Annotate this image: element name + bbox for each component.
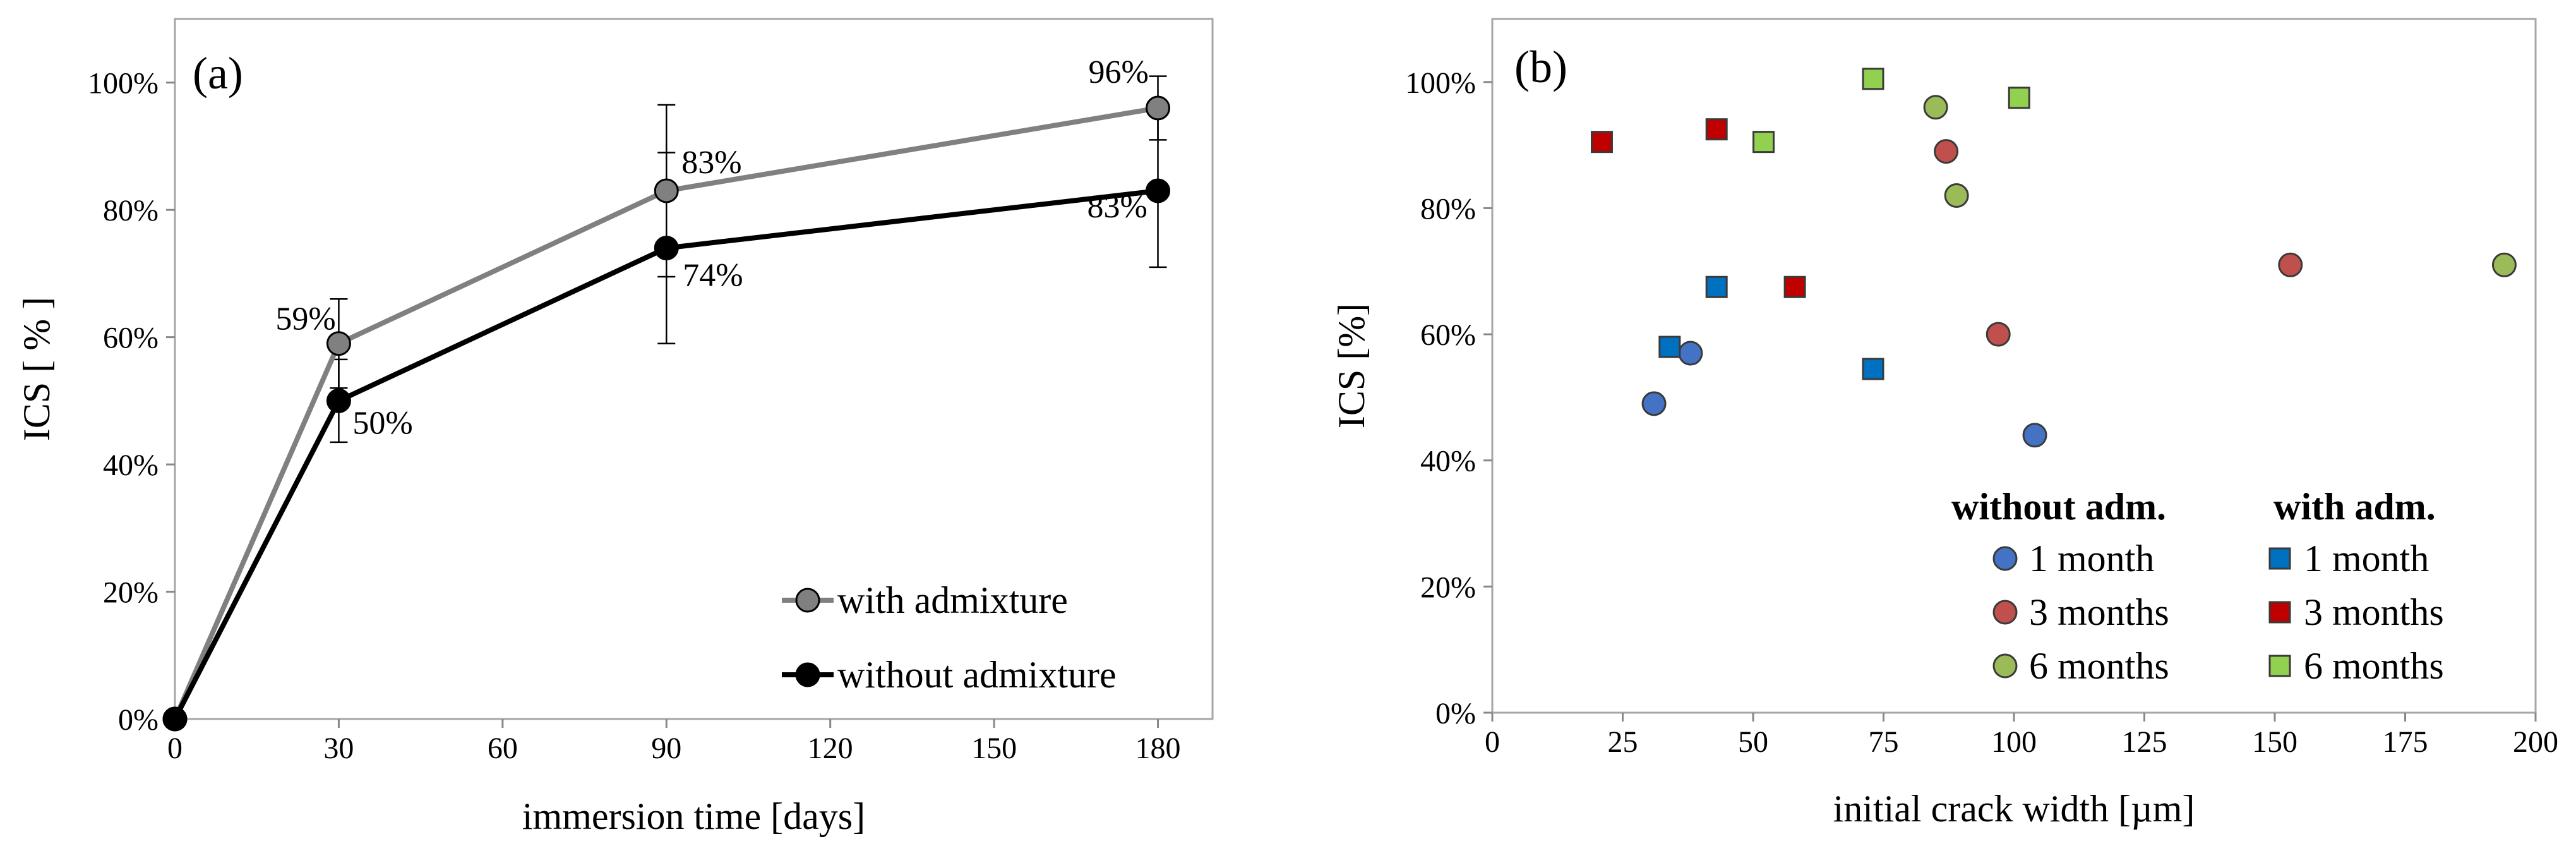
- legend-header: with adm.: [2273, 486, 2436, 528]
- legend-label: 6 months: [2304, 645, 2444, 687]
- data-point: [654, 178, 679, 203]
- data-point: [1752, 131, 1775, 154]
- data-point: [1146, 95, 1171, 121]
- chart-b: 0% 20% 40% 60% 80% 100% 0 25 50 75 100 125 150 175 200…: [1331, 18, 2558, 830]
- legend-label: 1 month: [2304, 538, 2429, 579]
- x-tick-label: 125: [2122, 725, 2167, 759]
- x-tick-label: 200: [2513, 725, 2558, 759]
- y-tick-label: 80%: [103, 194, 159, 227]
- data-point: [1146, 178, 1171, 203]
- x-tick-label: 60: [488, 732, 518, 765]
- data-point: [1923, 95, 1948, 120]
- y-tick-label: 20%: [103, 576, 159, 610]
- data-point: [1678, 341, 1703, 366]
- y-tick-label: 60%: [103, 322, 159, 355]
- chart-a: 0% 20% 40% 60% 80% 100% 0 30 60 90 120 150 180 immers…: [16, 18, 1214, 837]
- y-tick-label: 40%: [103, 449, 159, 482]
- legend-marker: [1992, 546, 2018, 571]
- data-point: [326, 388, 351, 413]
- data-point: [1641, 391, 1667, 416]
- data-point: [1934, 139, 1959, 164]
- plot-area-a: [174, 18, 1214, 720]
- data-point: [1590, 131, 1613, 154]
- y-tick-label: 0%: [1435, 697, 1476, 730]
- legend-marker: [1992, 600, 2018, 625]
- legend-marker: [2268, 601, 2291, 624]
- x-tick-label: 0: [167, 732, 183, 765]
- y-tick-label: 40%: [1420, 445, 1476, 478]
- legend-header: without adm.: [1951, 486, 2166, 528]
- x-tick-label: 120: [808, 732, 853, 765]
- x-tick-label: 50: [1738, 725, 1768, 759]
- data-label: 83%: [681, 145, 741, 181]
- legend-label: 6 months: [2029, 645, 2169, 687]
- data-label: 96%: [1089, 54, 1149, 90]
- x-tick-label: 0: [1485, 725, 1500, 759]
- data-point: [1862, 358, 1884, 380]
- panel-label-b: (b): [1514, 42, 1567, 92]
- x-tick-label: 180: [1135, 732, 1181, 765]
- data-point: [2491, 252, 2517, 277]
- x-tick-label: 150: [971, 732, 1017, 765]
- x-tick-label: 75: [1869, 725, 1899, 759]
- x-tick-label: 30: [323, 732, 354, 765]
- data-label: 83%: [1087, 189, 1147, 225]
- legend-label: with admixture: [837, 579, 1068, 621]
- series-line: [172, 188, 1158, 720]
- data-point: [1783, 275, 1806, 298]
- y-axis-label: ICS [ % ]: [16, 297, 57, 441]
- legend-marker: [795, 662, 820, 687]
- legend-label: 1 month: [2029, 538, 2154, 579]
- data-point: [2022, 423, 2047, 448]
- data-point: [1705, 275, 1728, 298]
- panel-label-a: (a): [193, 48, 243, 99]
- data-point: [1986, 322, 2011, 347]
- x-tick-label: 100: [1991, 725, 2037, 759]
- y-tick-label: 60%: [1420, 318, 1476, 352]
- x-tick-label: 25: [1608, 725, 1638, 759]
- data-point: [2278, 252, 2303, 277]
- data-point: [162, 706, 188, 732]
- legend-marker: [1992, 653, 2018, 679]
- data-point: [2008, 87, 2030, 109]
- data-point: [326, 331, 351, 356]
- y-tick-label: 0%: [118, 703, 159, 737]
- y-tick-label: 100%: [1405, 66, 1476, 100]
- y-axis-label: ICS [%]: [1331, 303, 1372, 428]
- x-tick-label: 90: [651, 732, 681, 765]
- series-line: [172, 106, 1159, 720]
- data-label: 50%: [352, 405, 412, 441]
- legend-marker: [2268, 655, 2291, 677]
- x-tick-label: 150: [2252, 725, 2297, 759]
- data-point: [654, 236, 679, 261]
- data-point: [1944, 183, 1969, 208]
- data-point: [1705, 118, 1728, 141]
- legend-marker: [795, 588, 820, 613]
- data-point: [1658, 335, 1681, 358]
- y-tick-label: 100%: [88, 67, 159, 100]
- legend-label: 3 months: [2304, 591, 2444, 633]
- y-tick-label: 20%: [1420, 571, 1476, 604]
- x-axis-label: initial crack width [µm]: [1833, 788, 2195, 830]
- data-label: 59%: [275, 301, 335, 337]
- legend-marker: [2268, 547, 2291, 570]
- data-label: 74%: [683, 258, 743, 294]
- legend-label: without admixture: [837, 654, 1117, 696]
- y-tick-label: 80%: [1420, 192, 1476, 226]
- x-axis-label: immersion time [days]: [522, 795, 865, 837]
- legend-label: 3 months: [2029, 591, 2169, 633]
- data-point: [1862, 68, 1884, 90]
- x-tick-label: 175: [2383, 725, 2428, 759]
